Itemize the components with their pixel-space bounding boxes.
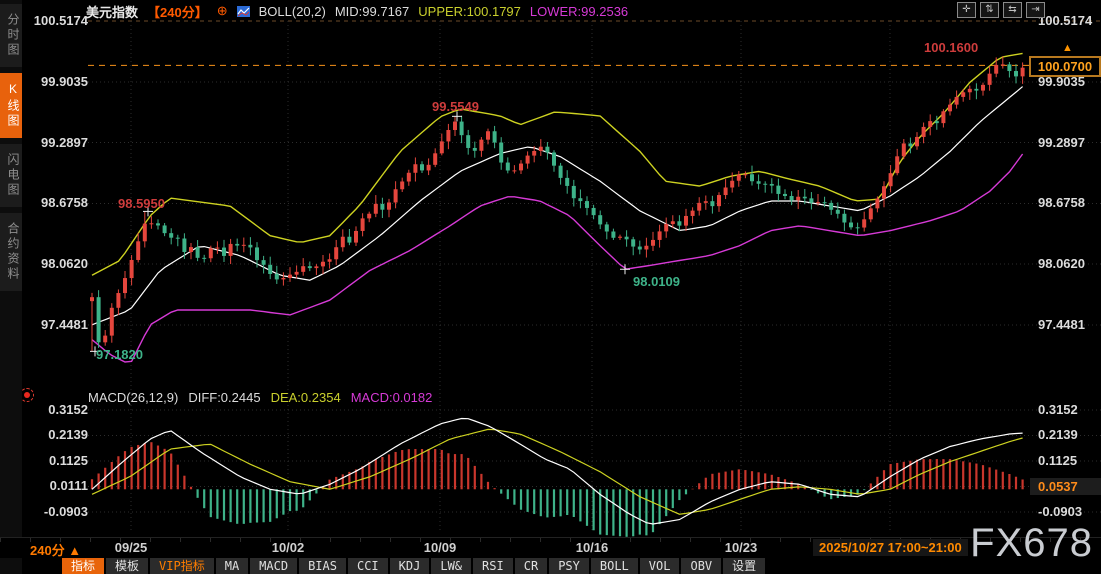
chart-type-icon[interactable]	[236, 5, 250, 18]
btn-obv[interactable]: OBV	[681, 558, 722, 574]
current-price-box: 100.0700	[1029, 56, 1101, 77]
axis-scale-x-icon[interactable]: ⇆	[1003, 2, 1022, 18]
price-up-arrow-icon: ▲	[1062, 42, 1073, 54]
boll-lower-value: LOWER:99.2536	[529, 3, 629, 19]
btn-cci[interactable]: CCI	[347, 558, 388, 574]
date-axis: 240分 ▲ 2025/10/27 17:00~21:00 09/25 10/02…	[0, 537, 1101, 558]
btn-macd[interactable]: MACD	[250, 558, 298, 574]
btn-template[interactable]: 模板	[106, 558, 149, 574]
macd-header: MACD(26,12,9) DIFF:0.2445 DEA:0.2354 MAC…	[88, 390, 432, 405]
add-indicator-icon[interactable]: ⊕	[216, 3, 228, 18]
btn-lwr[interactable]: LW&	[431, 558, 472, 574]
boll-upper-value: UPPER:100.1797	[418, 3, 521, 19]
btn-indicator[interactable]: 指标	[62, 558, 105, 574]
macd-diff-value: DIFF:0.2445	[188, 390, 261, 405]
btn-ma[interactable]: MA	[215, 558, 249, 574]
chart-header: 美元指数 【240分】 ⊕ BOLL(20,2) MID:99.7167 UPP…	[86, 2, 628, 20]
date-label: 10/23	[724, 540, 758, 555]
macd-macd-value: MACD:0.0182	[350, 390, 433, 405]
axis-scale-y-icon[interactable]: ⇅	[980, 2, 999, 18]
chart-tool-icons: ✛ ⇅ ⇆ ⇥	[957, 2, 1045, 18]
btn-psy[interactable]: PSY	[549, 558, 589, 574]
boll-params: BOLL(20,2)	[258, 3, 326, 19]
date-label: 10/09	[423, 540, 457, 555]
tab-time-chart[interactable]: 分时图	[0, 4, 22, 67]
tab-kline-chart[interactable]: K线图	[0, 73, 22, 138]
interval-tag[interactable]: 【240分】	[147, 4, 208, 20]
session-highlight-label: 2025/10/27 17:00~21:00	[813, 539, 968, 556]
btn-boll[interactable]: BOLL	[590, 558, 638, 574]
btn-settings[interactable]: 设置	[723, 558, 766, 574]
btn-vip-indicator[interactable]: VIP指标	[150, 558, 214, 574]
macd-current-value-box: 0.0537	[1030, 478, 1101, 495]
watermark: FX678	[970, 521, 1093, 565]
date-label: 10/16	[575, 540, 609, 555]
btn-vol[interactable]: VOL	[639, 558, 680, 574]
macd-formula: MACD(26,12,9)	[88, 390, 179, 405]
crosshair-icon[interactable]: ✛	[957, 2, 976, 18]
date-label: 09/25	[114, 540, 148, 555]
date-label: 10/02	[271, 540, 305, 555]
btn-cr[interactable]: CR	[514, 558, 548, 574]
tab-contract-info[interactable]: 合约资料	[0, 213, 22, 291]
sidebar: 分时图 K线图闪电图合约资料	[0, 0, 22, 574]
pan-right-icon[interactable]: ⇥	[1026, 2, 1045, 18]
btn-bias[interactable]: BIAS	[299, 558, 346, 574]
btn-rsi[interactable]: RSI	[473, 558, 513, 574]
tab-flash-chart[interactable]: 闪电图	[0, 144, 22, 207]
macd-dea-value: DEA:0.2354	[270, 390, 341, 405]
btn-kdj[interactable]: KDJ	[389, 558, 430, 574]
live-blink-icon	[20, 388, 34, 402]
boll-mid-value: MID:99.7167	[334, 3, 410, 19]
indicator-toolbar: 指标 模板 VIP指标 MA MACD BIAS CCI KDJ LW& RSI CR PSY BOLL…	[62, 558, 766, 574]
interval-selector[interactable]: 240分 ▲	[30, 543, 82, 558]
symbol-name: 美元指数	[86, 4, 139, 20]
